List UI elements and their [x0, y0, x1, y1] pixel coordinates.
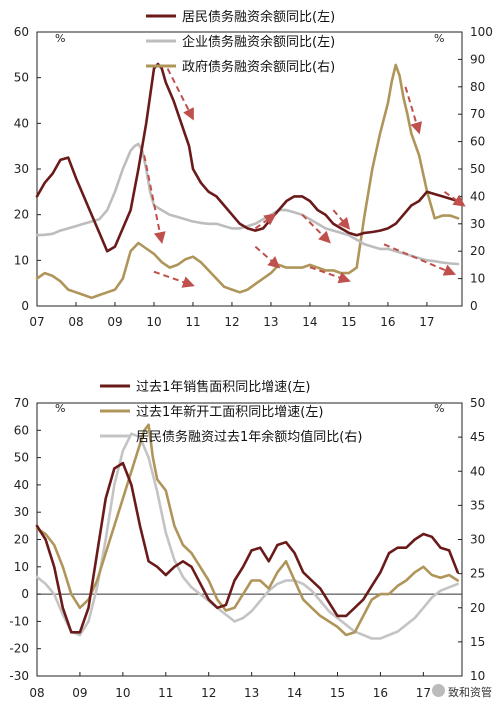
y-tick-left: 10	[14, 253, 29, 267]
watermark-icon	[432, 684, 445, 697]
x-tick-label: 16	[380, 315, 395, 329]
series-line	[35, 461, 460, 634]
y-tick-right: 10	[470, 272, 485, 286]
annotation-arrow	[309, 266, 351, 284]
legend-label: 过去1年销售面积同比增速(左)	[136, 379, 310, 395]
y-tick-left: 70	[14, 396, 29, 410]
x-tick-label: 09	[107, 315, 122, 329]
y-tick-left: 60	[14, 25, 29, 39]
annotation-arrow	[404, 86, 422, 135]
legend-label: 企业债务融资余额同比(左)	[182, 34, 335, 50]
x-tick-label: 10	[146, 315, 161, 329]
y-tick-right: 80	[470, 80, 485, 94]
y-tick-left: 50	[14, 71, 29, 85]
x-tick-label: 11	[185, 315, 200, 329]
y-tick-right: 15	[470, 635, 485, 649]
y-tick-right: 60	[470, 135, 485, 149]
x-tick-label: 11	[158, 686, 173, 700]
annotation-arrow	[254, 245, 281, 269]
y-tick-left: 30	[14, 505, 29, 519]
y-tick-left: -10	[9, 614, 29, 628]
legend-label: 居民债务融资余额同比(左)	[182, 9, 335, 25]
unit-right: %	[434, 32, 444, 45]
y-tick-left: 0	[21, 587, 29, 601]
x-tick-label: 12	[201, 686, 216, 700]
unit-left: %	[55, 32, 65, 45]
annotation-arrow	[332, 209, 351, 230]
y-tick-left: 20	[14, 533, 29, 547]
y-tick-left: 30	[14, 162, 29, 176]
y-tick-right: 50	[470, 162, 485, 176]
unit-left: %	[55, 402, 65, 415]
y-tick-right: 30	[470, 533, 485, 547]
y-tick-left: 40	[14, 478, 29, 492]
y-tick-right: 45	[470, 430, 485, 444]
x-tick-label: 13	[244, 686, 259, 700]
x-tick-label: 14	[302, 315, 317, 329]
y-tick-right: 100	[470, 25, 493, 39]
x-tick-label: 14	[287, 686, 302, 700]
y-tick-right: 30	[470, 217, 485, 231]
series-line	[35, 432, 460, 640]
y-tick-left: 20	[14, 208, 29, 222]
x-tick-label: 09	[72, 686, 87, 700]
y-tick-right: 40	[470, 464, 485, 478]
y-tick-right: 35	[470, 498, 485, 512]
annotation-arrow	[443, 191, 466, 207]
x-tick-label: 13	[263, 315, 278, 329]
x-tick-label: 15	[330, 686, 345, 700]
chart-bottom: -30 -20 -10 0 10 20 30 40 50 60 70 10 15 20 25 30 35 40 45…	[9, 379, 485, 700]
x-tick-label: 17	[416, 686, 431, 700]
x-tick-label: 07	[29, 315, 44, 329]
x-tick-label: 10	[115, 686, 130, 700]
y-tick-left: 0	[21, 299, 29, 313]
x-tick-label: 08	[29, 686, 44, 700]
y-tick-left: -20	[9, 642, 29, 656]
y-tick-left: -30	[9, 669, 29, 683]
chart-top: 0 10 20 30 40 50 60 0 10 20 30 40 50 60 70 80 90 100 07 08 0…	[14, 9, 493, 329]
series-line	[35, 142, 460, 266]
y-tick-right: 70	[470, 107, 485, 121]
series-line	[35, 63, 460, 300]
annotation-arrow	[143, 155, 166, 245]
series-line	[35, 62, 460, 253]
x-tick-label: 08	[68, 315, 83, 329]
legend-label: 居民债务融资过去1年余额均值同比(右)	[136, 429, 362, 445]
annotation-arrow	[254, 213, 277, 230]
annotation-arrow	[153, 270, 195, 288]
y-tick-right: 50	[470, 396, 485, 410]
x-tick-label: 17	[419, 315, 434, 329]
y-tick-right: 90	[470, 52, 485, 66]
y-tick-right: 20	[470, 244, 485, 258]
y-tick-left: 40	[14, 116, 29, 130]
y-tick-left: 10	[14, 560, 29, 574]
y-tick-right: 20	[470, 601, 485, 615]
y-tick-right: 10	[470, 669, 485, 683]
legend-label: 政府债务融资余额同比(右)	[182, 59, 335, 75]
y-tick-left: 60	[14, 423, 29, 437]
annotation-arrow	[301, 213, 331, 244]
legend-label: 过去1年新开工面积同比增速(左)	[136, 404, 323, 420]
x-tick-label: 15	[341, 315, 356, 329]
y-tick-left: 50	[14, 451, 29, 465]
watermark-text: 致和资管	[448, 686, 492, 699]
y-tick-right: 40	[470, 189, 485, 203]
unit-right: %	[434, 402, 444, 415]
y-tick-right: 0	[470, 299, 478, 313]
series-line	[35, 423, 460, 637]
x-tick-label: 16	[373, 686, 388, 700]
x-tick-label: 12	[224, 315, 239, 329]
y-tick-right: 25	[470, 567, 485, 581]
annotation-arrow	[383, 243, 457, 276]
